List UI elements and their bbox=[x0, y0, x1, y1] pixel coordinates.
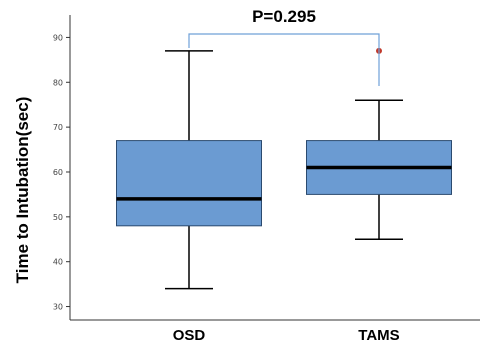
p-value-text: P=0.295 bbox=[252, 7, 316, 26]
category-label: OSD bbox=[173, 327, 206, 344]
axes bbox=[69, 15, 480, 321]
p-value-annotation: P=0.295 bbox=[188, 7, 380, 86]
y-tick-label: 70 bbox=[53, 123, 63, 132]
y-tick-label: 50 bbox=[53, 213, 63, 222]
category-label: TAMS bbox=[358, 327, 399, 344]
box-tams bbox=[306, 47, 452, 241]
iqr-box bbox=[116, 140, 262, 227]
y-tick-label: 80 bbox=[53, 78, 63, 87]
significance-bracket bbox=[188, 33, 380, 86]
y-tick-label: 40 bbox=[53, 258, 63, 267]
box-osd bbox=[116, 50, 262, 290]
y-ticks: 30 40 50 60 70 80 90 bbox=[53, 33, 70, 312]
boxes bbox=[116, 47, 452, 290]
y-tick-label: 30 bbox=[53, 303, 63, 312]
y-axis-label: Time to Intubation(sec) bbox=[13, 97, 32, 284]
y-tick-label: 60 bbox=[53, 168, 63, 177]
y-tick-label: 90 bbox=[53, 33, 63, 42]
category-labels: OSD TAMS bbox=[173, 327, 400, 344]
